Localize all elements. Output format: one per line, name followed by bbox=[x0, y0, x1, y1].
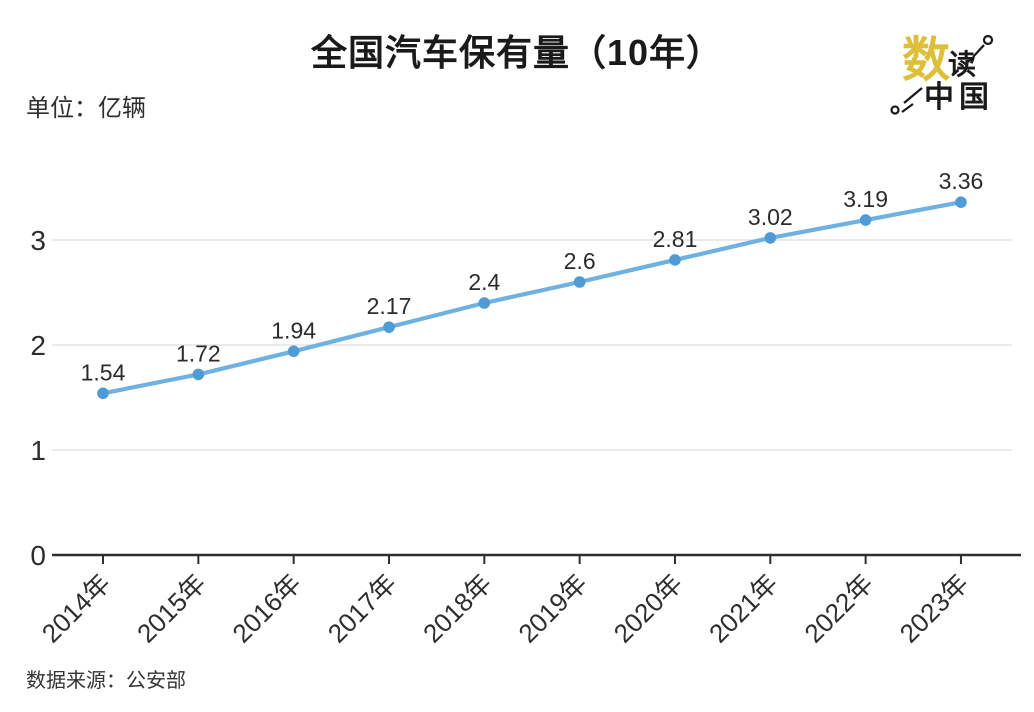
svg-text:3: 3 bbox=[30, 225, 46, 256]
unit-label: 单位：亿辆 bbox=[26, 95, 146, 122]
logo-char-shu: 数 bbox=[902, 34, 950, 87]
svg-text:2014年: 2014年 bbox=[36, 568, 116, 648]
logo-char-du: 读 bbox=[948, 49, 976, 81]
svg-text:2.6: 2.6 bbox=[564, 248, 596, 274]
svg-text:2018年: 2018年 bbox=[417, 568, 497, 648]
svg-text:2021年: 2021年 bbox=[703, 568, 783, 648]
svg-text:2.81: 2.81 bbox=[653, 226, 698, 252]
page-title: 全国汽车保有量（10年） bbox=[310, 32, 724, 73]
svg-text:3.02: 3.02 bbox=[748, 204, 793, 230]
shudu-zhongguo-logo: 数 读 中国 bbox=[890, 34, 994, 115]
data-source-label: 数据来源：公安部 bbox=[26, 670, 186, 692]
svg-text:2020年: 2020年 bbox=[608, 568, 688, 648]
logo-text-zhongguo: 中国 bbox=[924, 81, 994, 114]
svg-text:2017年: 2017年 bbox=[322, 568, 402, 648]
svg-text:2.17: 2.17 bbox=[367, 293, 412, 319]
svg-text:2015年: 2015年 bbox=[131, 568, 211, 648]
svg-text:1.94: 1.94 bbox=[271, 317, 316, 343]
svg-text:2016年: 2016年 bbox=[226, 568, 306, 648]
svg-text:3.19: 3.19 bbox=[843, 186, 888, 212]
svg-text:1.72: 1.72 bbox=[176, 340, 221, 366]
svg-text:3.36: 3.36 bbox=[939, 168, 984, 194]
node-link-decoration-icon bbox=[890, 34, 994, 115]
svg-text:1.54: 1.54 bbox=[81, 359, 126, 385]
svg-text:2.4: 2.4 bbox=[468, 269, 500, 295]
svg-text:2019年: 2019年 bbox=[512, 568, 592, 648]
svg-text:1: 1 bbox=[30, 435, 46, 466]
svg-text:2: 2 bbox=[30, 330, 46, 361]
svg-text:2022年: 2022年 bbox=[798, 568, 878, 648]
svg-text:2023年: 2023年 bbox=[894, 568, 974, 648]
svg-text:0: 0 bbox=[30, 540, 46, 571]
